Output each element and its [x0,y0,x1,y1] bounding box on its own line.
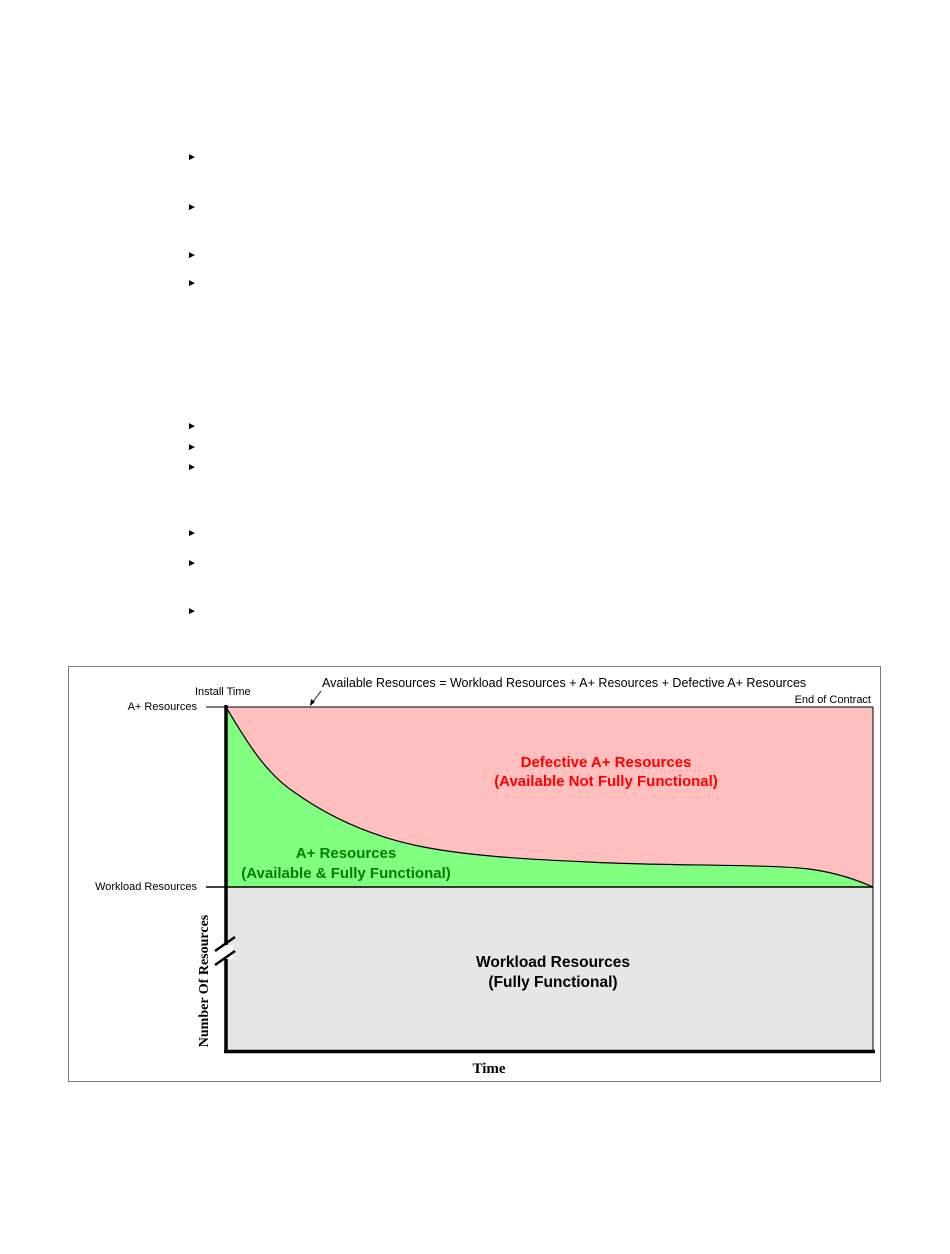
bullet-marker: ► [187,606,197,617]
bullet-marker: ► [187,152,197,163]
defective-region-title: Defective A+ Resources [521,754,692,771]
equation-label: Available Resources = Workload Resources… [322,676,806,690]
bullet-marker: ► [187,442,197,453]
a-plus-region [226,707,873,887]
bullet-marker: ► [187,421,197,432]
resource-diagram-svg: Available Resources = Workload Resources… [95,676,875,1077]
y-label-workload: Workload Resources [95,881,197,893]
axis-break-mark [214,935,236,953]
axis-break-mark [214,949,236,967]
bullet-marker: ► [187,278,197,289]
bullet-marker: ► [187,528,197,539]
a-plus-region-title: A+ Resources [296,845,396,862]
resource-diagram: Available Resources = Workload Resources… [68,666,881,1082]
bullet-marker: ► [187,462,197,473]
bullet-marker: ► [187,558,197,569]
y-label-a-plus: A+ Resources [128,701,198,713]
y-axis-title: Number Of Resources [197,914,212,1047]
equation-pointer-arrowhead [310,699,315,706]
workload-region-title: Workload Resources [476,954,630,971]
defective-region [226,707,873,887]
workload-region [226,887,873,1052]
install-time-label: Install Time [195,686,251,698]
a-plus-region-subtitle: (Available & Fully Functional) [241,865,450,882]
bullet-marker: ► [187,250,197,261]
end-of-contract-label: End of Contract [795,694,871,706]
workload-region-subtitle: (Fully Functional) [488,974,617,991]
defective-region-subtitle: (Available Not Fully Functional) [494,773,718,790]
x-axis-title: Time [472,1061,505,1077]
a-plus-decay-curve [225,706,874,888]
bullet-marker: ► [187,202,197,213]
